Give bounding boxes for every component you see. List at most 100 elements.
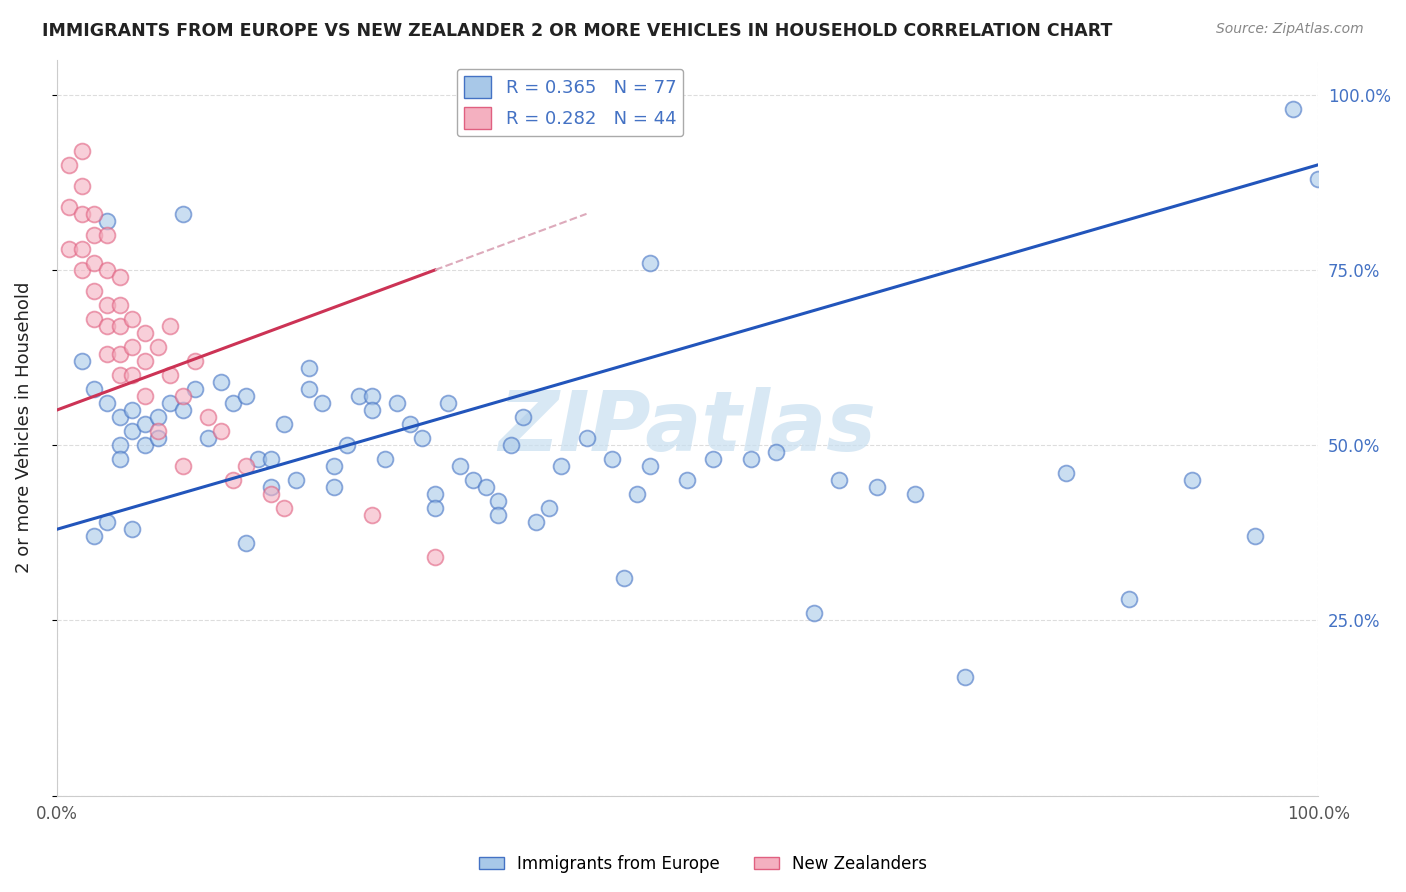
Point: [1308, 171, 1330, 186]
Point: [235, 389, 257, 403]
Point: [349, 389, 371, 403]
Point: [311, 396, 333, 410]
Point: [134, 354, 156, 368]
Point: [626, 487, 648, 501]
Point: [474, 480, 496, 494]
Point: [260, 487, 283, 501]
Point: [285, 473, 308, 487]
Point: [803, 607, 825, 621]
Point: [108, 410, 131, 425]
Point: [524, 516, 547, 530]
Point: [70, 242, 93, 256]
Point: [146, 340, 169, 354]
Point: [70, 263, 93, 277]
Point: [108, 318, 131, 333]
Point: [866, 480, 889, 494]
Point: [96, 396, 118, 410]
Point: [222, 396, 245, 410]
Text: Source: ZipAtlas.com: Source: ZipAtlas.com: [1216, 22, 1364, 37]
Point: [235, 536, 257, 550]
Point: [108, 298, 131, 312]
Point: [423, 487, 446, 501]
Point: [83, 207, 105, 221]
Point: [83, 284, 105, 298]
Point: [1282, 102, 1305, 116]
Point: [423, 501, 446, 516]
Point: [537, 501, 560, 516]
Point: [222, 473, 245, 487]
Text: ZIPatlas: ZIPatlas: [499, 387, 876, 468]
Point: [486, 494, 509, 508]
Point: [336, 438, 359, 452]
Point: [134, 326, 156, 340]
Point: [83, 256, 105, 270]
Point: [235, 459, 257, 474]
Point: [1118, 592, 1140, 607]
Point: [70, 144, 93, 158]
Point: [58, 158, 80, 172]
Point: [613, 571, 636, 585]
Point: [247, 452, 270, 467]
Point: [260, 452, 283, 467]
Point: [740, 452, 762, 467]
Point: [273, 501, 295, 516]
Point: [134, 438, 156, 452]
Point: [550, 459, 572, 474]
Point: [184, 382, 207, 396]
Point: [323, 459, 346, 474]
Point: [134, 389, 156, 403]
Point: [83, 312, 105, 326]
Point: [1244, 529, 1267, 543]
Point: [172, 207, 194, 221]
Point: [70, 178, 93, 193]
Point: [209, 375, 232, 389]
Point: [374, 452, 396, 467]
Point: [323, 480, 346, 494]
Point: [273, 417, 295, 432]
Point: [108, 368, 131, 383]
Point: [399, 417, 422, 432]
Point: [96, 347, 118, 361]
Point: [121, 403, 143, 417]
Point: [96, 263, 118, 277]
Point: [499, 438, 522, 452]
Point: [70, 354, 93, 368]
Legend: R = 0.365   N = 77, R = 0.282   N = 44: R = 0.365 N = 77, R = 0.282 N = 44: [457, 69, 683, 136]
Point: [121, 312, 143, 326]
Point: [903, 487, 925, 501]
Point: [96, 318, 118, 333]
Point: [172, 403, 194, 417]
Point: [96, 516, 118, 530]
Point: [83, 227, 105, 242]
Point: [361, 403, 384, 417]
Point: [108, 347, 131, 361]
Point: [96, 298, 118, 312]
Point: [172, 389, 194, 403]
Point: [260, 480, 283, 494]
Point: [172, 459, 194, 474]
Point: [1181, 473, 1204, 487]
Point: [121, 522, 143, 536]
Point: [575, 431, 598, 445]
Point: [449, 459, 471, 474]
Point: [486, 508, 509, 523]
Point: [134, 417, 156, 432]
Point: [436, 396, 458, 410]
Point: [361, 389, 384, 403]
Point: [121, 424, 143, 438]
Point: [108, 269, 131, 284]
Point: [209, 424, 232, 438]
Point: [159, 318, 181, 333]
Point: [159, 368, 181, 383]
Point: [953, 669, 976, 683]
Point: [83, 529, 105, 543]
Point: [70, 207, 93, 221]
Point: [298, 382, 321, 396]
Point: [83, 382, 105, 396]
Point: [146, 431, 169, 445]
Text: IMMIGRANTS FROM EUROPE VS NEW ZEALANDER 2 OR MORE VEHICLES IN HOUSEHOLD CORRELAT: IMMIGRANTS FROM EUROPE VS NEW ZEALANDER …: [42, 22, 1112, 40]
Point: [108, 452, 131, 467]
Y-axis label: 2 or more Vehicles in Household: 2 or more Vehicles in Household: [15, 282, 32, 574]
Point: [765, 445, 787, 459]
Point: [1054, 467, 1077, 481]
